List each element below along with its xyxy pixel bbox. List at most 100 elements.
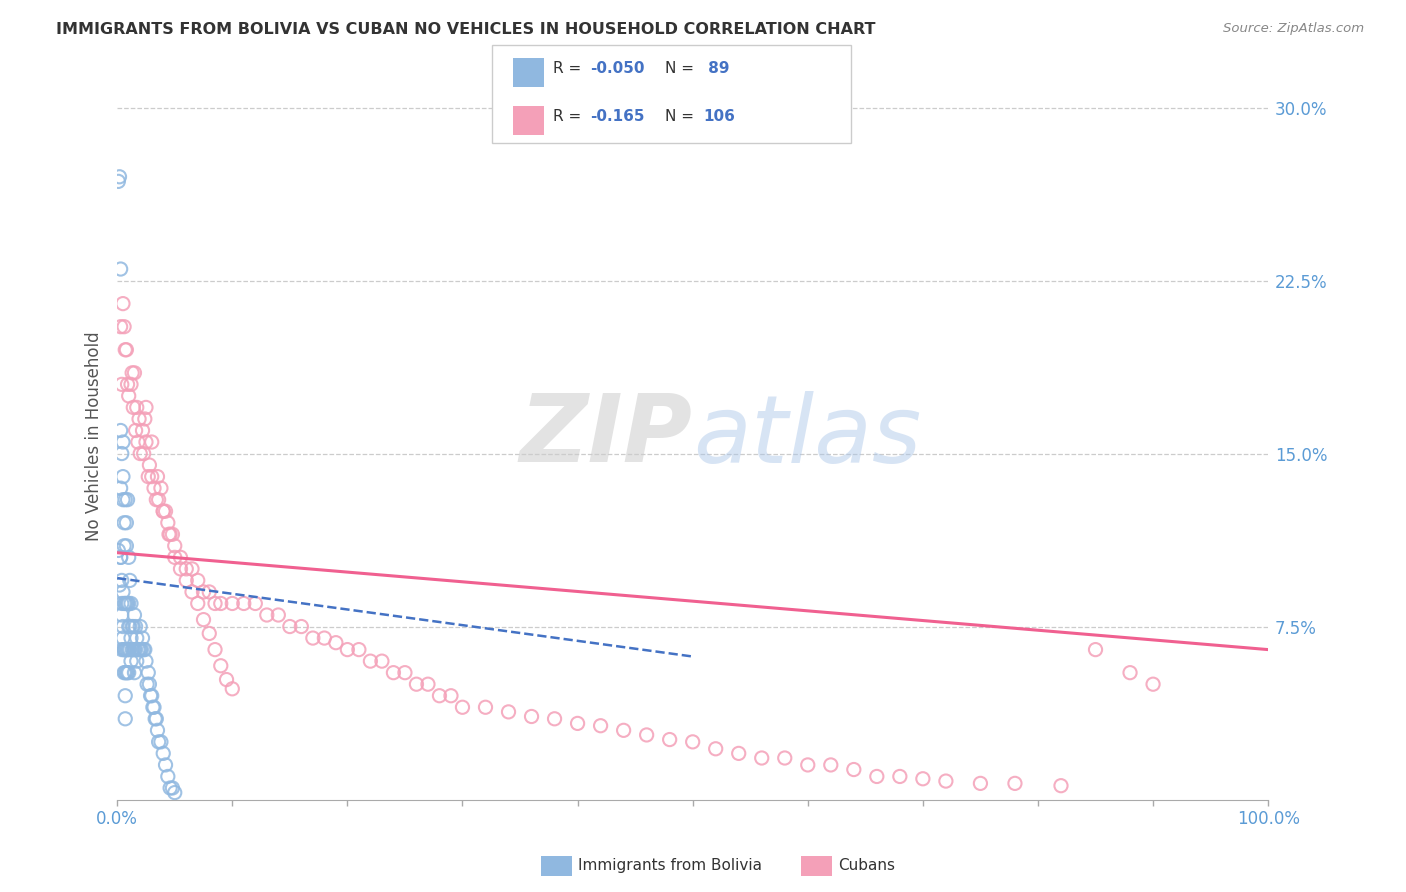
Point	[204, 597, 226, 611]
Text: ZIP: ZIP	[520, 391, 693, 483]
Point	[117, 492, 139, 507]
Point	[118, 642, 141, 657]
Point	[128, 412, 150, 426]
Point	[125, 654, 148, 668]
Text: 89: 89	[703, 61, 730, 76]
Point	[141, 469, 163, 483]
Point	[110, 424, 132, 438]
Point	[134, 412, 156, 426]
Point	[146, 723, 169, 738]
Point	[135, 435, 157, 450]
Point	[108, 169, 131, 184]
Point	[155, 758, 177, 772]
Text: Immigrants from Bolivia: Immigrants from Bolivia	[578, 858, 762, 872]
Point	[145, 492, 167, 507]
Point	[117, 377, 139, 392]
Point	[163, 786, 186, 800]
Point	[118, 642, 141, 657]
Point	[111, 607, 134, 622]
Point	[174, 574, 197, 588]
Point	[111, 296, 134, 310]
Point	[118, 550, 141, 565]
Point	[1084, 642, 1107, 657]
Point	[302, 631, 325, 645]
Point	[111, 492, 134, 507]
Point	[111, 597, 134, 611]
Text: IMMIGRANTS FROM BOLIVIA VS CUBAN NO VEHICLES IN HOUSEHOLD CORRELATION CHART: IMMIGRANTS FROM BOLIVIA VS CUBAN NO VEHI…	[56, 22, 876, 37]
Point	[181, 562, 204, 576]
Point	[163, 550, 186, 565]
Point	[114, 712, 136, 726]
Point	[136, 469, 159, 483]
Point	[111, 469, 134, 483]
Point	[169, 562, 191, 576]
Point	[146, 469, 169, 483]
Point	[121, 642, 143, 657]
Point	[440, 689, 463, 703]
Point	[111, 435, 134, 450]
Point	[142, 700, 165, 714]
Point	[451, 700, 474, 714]
Point	[136, 665, 159, 680]
Point	[131, 424, 153, 438]
Point	[1119, 665, 1142, 680]
Point	[117, 642, 139, 657]
Point	[157, 527, 180, 541]
Point	[135, 654, 157, 668]
Point	[114, 492, 136, 507]
Point	[159, 780, 181, 795]
Point	[325, 635, 347, 649]
Point	[187, 597, 209, 611]
Point	[149, 735, 172, 749]
Point	[359, 654, 381, 668]
Point	[115, 343, 138, 357]
Point	[474, 700, 496, 714]
Point	[139, 689, 162, 703]
Point	[773, 751, 796, 765]
Point	[141, 435, 163, 450]
Point	[394, 665, 416, 680]
Point	[143, 712, 166, 726]
Point	[143, 481, 166, 495]
Point	[187, 574, 209, 588]
Point	[132, 446, 155, 460]
Point	[124, 619, 146, 633]
Point	[156, 516, 179, 530]
Point	[156, 769, 179, 783]
Point	[112, 665, 135, 680]
Point	[209, 658, 232, 673]
Point	[245, 597, 267, 611]
Point	[162, 780, 184, 795]
Point	[221, 681, 243, 696]
Point	[115, 516, 138, 530]
Point	[520, 709, 543, 723]
Point	[371, 654, 394, 668]
Point	[181, 585, 204, 599]
Point	[114, 665, 136, 680]
Point	[198, 626, 221, 640]
Point	[215, 673, 238, 687]
Text: 106: 106	[703, 109, 735, 124]
Text: N =: N =	[665, 109, 699, 124]
Point	[127, 642, 149, 657]
Point	[107, 543, 129, 558]
Point	[110, 481, 132, 495]
Point	[589, 719, 612, 733]
Point	[114, 689, 136, 703]
Point	[163, 539, 186, 553]
Point	[117, 665, 139, 680]
Point	[405, 677, 427, 691]
Point	[278, 619, 301, 633]
Point	[751, 751, 773, 765]
Text: Cubans: Cubans	[838, 858, 896, 872]
Point	[152, 747, 174, 761]
Point	[114, 597, 136, 611]
Point	[124, 424, 146, 438]
Point	[112, 319, 135, 334]
Text: Source: ZipAtlas.com: Source: ZipAtlas.com	[1223, 22, 1364, 36]
Point	[152, 504, 174, 518]
Point	[122, 619, 145, 633]
Point	[118, 389, 141, 403]
Text: -0.165: -0.165	[591, 109, 645, 124]
Point	[112, 642, 135, 657]
